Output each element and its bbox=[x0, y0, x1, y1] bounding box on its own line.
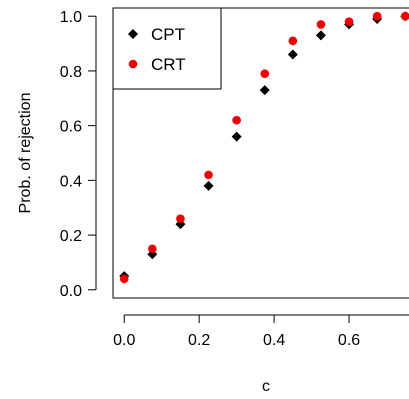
legend-marker-cpt bbox=[128, 29, 138, 39]
crt-point bbox=[316, 20, 326, 29]
y-tick-label: 0.4 bbox=[60, 173, 82, 190]
cpt-point bbox=[315, 30, 326, 41]
crt-point bbox=[400, 11, 409, 21]
y-tick-label: 0.6 bbox=[60, 119, 82, 136]
legend-label: CRT bbox=[151, 55, 186, 74]
cpt-point bbox=[287, 49, 298, 60]
crt-point bbox=[372, 11, 382, 21]
legend-marker-crt bbox=[128, 59, 138, 69]
x-tick-label: 0.2 bbox=[188, 332, 210, 349]
crt-point bbox=[344, 17, 354, 26]
cpt-point bbox=[231, 131, 242, 142]
y-tick-label: 0.8 bbox=[60, 64, 82, 81]
crt-point bbox=[148, 244, 157, 254]
crt-point bbox=[176, 214, 185, 223]
crt-point bbox=[232, 115, 241, 125]
crt-point bbox=[288, 36, 298, 46]
crt-point bbox=[119, 274, 129, 284]
y-tick-label: 0.2 bbox=[60, 228, 82, 245]
x-tick-label: 0.4 bbox=[263, 332, 285, 349]
y-tick-label: 0.0 bbox=[60, 283, 82, 300]
x-tick-label: 0.6 bbox=[338, 332, 360, 349]
y-tick-label: 1.0 bbox=[60, 9, 82, 26]
y-axis-title: Prob. of rejection bbox=[17, 93, 34, 214]
crt-point bbox=[260, 69, 270, 78]
cpt-point bbox=[203, 180, 214, 191]
crt-point bbox=[204, 170, 213, 180]
legend-label: CPT bbox=[151, 25, 185, 44]
cpt-point bbox=[259, 85, 270, 96]
plot-frame bbox=[112, 7, 409, 299]
legend-box bbox=[112, 7, 222, 90]
x-tick-label: 0.0 bbox=[113, 332, 135, 349]
x-axis-title: c bbox=[262, 378, 270, 395]
